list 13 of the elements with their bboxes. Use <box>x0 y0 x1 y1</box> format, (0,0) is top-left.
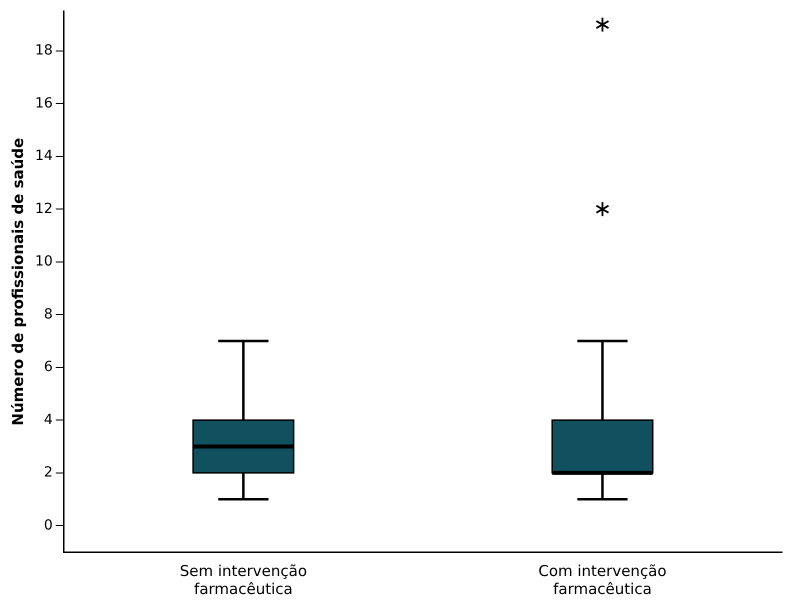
y-tick-label: 16 <box>34 95 53 112</box>
y-axis-title: Número de profissionais de saúde <box>8 138 27 426</box>
y-tick-label: 0 <box>44 517 53 534</box>
y-tick-label: 10 <box>34 254 53 270</box>
x-tick-label: Sem intervenção farmacêutica <box>180 562 308 598</box>
y-tick-label: 18 <box>34 42 53 59</box>
y-tick-label: 2 <box>44 464 53 481</box>
y-tick-label: 8 <box>44 306 53 322</box>
y-tick-label: 12 <box>34 200 53 217</box>
y-tick-label: 4 <box>44 412 53 428</box>
y-tick-label: 14 <box>34 148 53 164</box>
y-tick-label: 6 <box>44 359 53 376</box>
x-tick-label: Com intervenção farmacêutica <box>538 562 667 598</box>
